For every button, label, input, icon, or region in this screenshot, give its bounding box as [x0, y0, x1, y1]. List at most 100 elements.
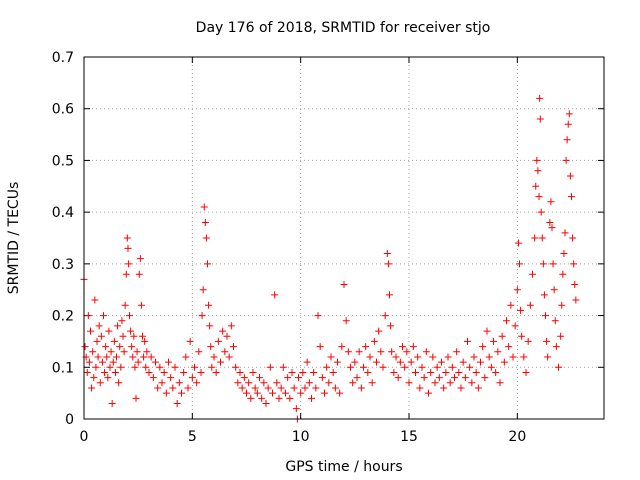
- data-point: [83, 368, 91, 376]
- data-point: [520, 353, 528, 361]
- data-point: [368, 379, 376, 387]
- data-point: [558, 301, 566, 309]
- data-point: [264, 384, 272, 392]
- data-point: [253, 389, 261, 397]
- data-point: [200, 203, 208, 211]
- data-point: [524, 337, 532, 345]
- data-point: [384, 260, 392, 268]
- data-point: [101, 368, 109, 376]
- data-point: [547, 198, 555, 206]
- y-tick-label: 0.7: [52, 50, 74, 66]
- data-point: [507, 301, 515, 309]
- data-point: [152, 358, 159, 366]
- data-point: [236, 368, 244, 376]
- data-point: [207, 343, 215, 351]
- data-point: [546, 218, 554, 226]
- data-point: [120, 348, 128, 356]
- x-tick-label: 15: [400, 429, 418, 445]
- data-point: [104, 374, 112, 382]
- data-point: [197, 368, 205, 376]
- data-point: [405, 379, 413, 387]
- data-point: [470, 353, 478, 361]
- data-point: [232, 363, 240, 371]
- data-point: [532, 182, 540, 190]
- data-point: [498, 332, 506, 340]
- data-point: [526, 301, 534, 309]
- data-point: [210, 353, 218, 361]
- data-point: [97, 332, 105, 340]
- data-point: [431, 379, 439, 387]
- data-point: [560, 250, 568, 258]
- data-point: [442, 368, 450, 376]
- data-point: [331, 384, 339, 392]
- data-point: [323, 363, 331, 371]
- y-tick-label: 0.3: [52, 257, 74, 273]
- data-point: [544, 353, 552, 361]
- data-point: [173, 399, 181, 407]
- data-point: [290, 384, 298, 392]
- data-point: [128, 343, 136, 351]
- data-point: [92, 363, 100, 371]
- data-point: [88, 384, 96, 392]
- data-point: [440, 384, 448, 392]
- data-point: [107, 348, 115, 356]
- data-point: [132, 394, 140, 402]
- data-point: [451, 374, 458, 382]
- data-point: [481, 374, 489, 382]
- data-point: [351, 358, 359, 366]
- data-point: [536, 94, 544, 102]
- data-point: [474, 384, 482, 392]
- data-point: [314, 312, 322, 320]
- data-point: [569, 234, 577, 242]
- data-point: [435, 374, 443, 382]
- data-point: [370, 337, 378, 345]
- data-point: [284, 374, 292, 382]
- data-point: [325, 379, 333, 387]
- data-point: [87, 327, 94, 335]
- data-point: [180, 368, 188, 376]
- data-point: [548, 224, 556, 232]
- data-point: [212, 368, 220, 376]
- data-point: [364, 368, 372, 376]
- data-point: [531, 234, 539, 242]
- data-point: [327, 353, 335, 361]
- data-point: [347, 363, 354, 371]
- data-point: [208, 363, 216, 371]
- data-point: [500, 358, 508, 366]
- data-point: [279, 363, 287, 371]
- data-points: [80, 94, 580, 423]
- data-point: [141, 337, 149, 345]
- data-point: [552, 343, 560, 351]
- data-point: [249, 368, 257, 376]
- data-point: [570, 260, 578, 268]
- data-point: [204, 260, 211, 268]
- data-point: [399, 343, 406, 351]
- data-point: [416, 384, 424, 392]
- x-tick-label: 10: [292, 429, 310, 445]
- data-point: [472, 368, 480, 376]
- data-point: [414, 353, 422, 361]
- data-point: [205, 301, 213, 309]
- data-point: [121, 301, 129, 309]
- data-point: [522, 368, 530, 376]
- data-point: [225, 353, 233, 361]
- data-point: [134, 358, 142, 366]
- data-point: [266, 363, 274, 371]
- data-point: [518, 332, 526, 340]
- data-point: [133, 348, 141, 356]
- chart-title: Day 176 of 2018, SRMTID for receiver stj…: [196, 20, 491, 36]
- data-point: [127, 327, 135, 335]
- data-point: [538, 234, 546, 242]
- data-point: [394, 374, 402, 382]
- data-point: [511, 322, 519, 330]
- data-point: [571, 281, 579, 289]
- grid: [84, 57, 604, 419]
- data-point: [85, 358, 93, 366]
- data-point: [318, 374, 326, 382]
- data-point: [329, 368, 337, 376]
- data-point: [98, 358, 106, 366]
- data-point: [387, 322, 395, 330]
- data-point: [100, 312, 107, 320]
- data-point: [292, 405, 300, 413]
- data-point: [305, 379, 313, 387]
